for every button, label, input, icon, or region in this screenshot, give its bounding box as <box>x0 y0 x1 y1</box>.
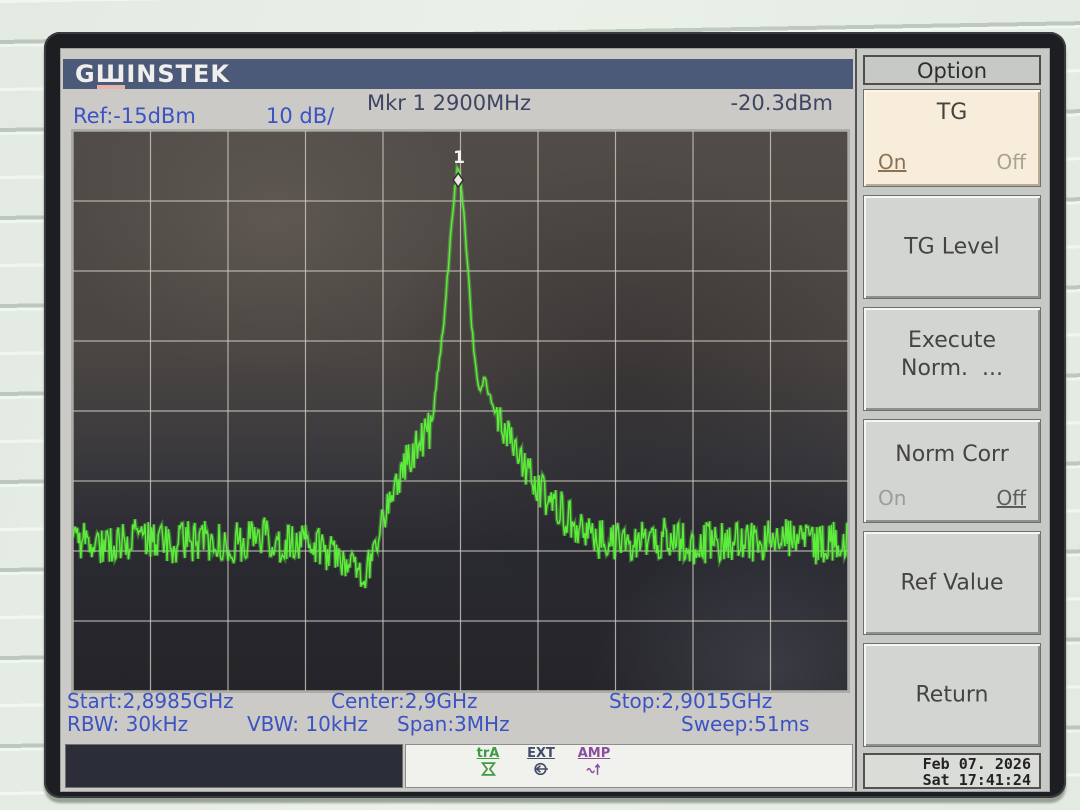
analyzer-screen: GШINSTEK Mkr 1 2900MHz -20.3dBm Ref:-15d… <box>60 48 1050 792</box>
amplifier-indicator: AMP <box>574 746 614 776</box>
logo-letters-instek: INSTEK <box>126 60 231 88</box>
datetime-display: Feb 07. 2026 Sat 17:41:24 <box>863 753 1041 789</box>
status-indicator-bar: trA EXT AMP <box>405 744 853 788</box>
marker-readout: Mkr 1 2900MHz -20.3dBm <box>367 91 833 115</box>
tg-on-option[interactable]: On <box>878 150 907 174</box>
trace-a-indicator: trA <box>468 746 508 776</box>
softkey-ref-value[interactable]: Ref Value <box>863 531 1041 635</box>
rbw-value: RBW: 30kHz <box>67 712 189 736</box>
trace-a-label: trA <box>476 746 500 761</box>
amp-label: AMP <box>577 746 611 761</box>
tg-label: TG <box>936 100 968 125</box>
stop-frequency: Stop:2,9015GHz <box>609 689 773 713</box>
scale-per-div: 10 dB/ <box>266 104 335 128</box>
reference-readout: Ref:-15dBm 10 dB/ <box>73 104 473 128</box>
norm-corr-on-option[interactable]: On <box>878 486 907 510</box>
header-bar: GШINSTEK <box>63 59 853 89</box>
date-text: Feb 07. 2026 <box>922 755 1031 773</box>
span-value: Span:3MHz <box>397 712 510 736</box>
softkey-tg-level[interactable]: TG Level <box>863 195 1041 299</box>
spectrum-display: 1 <box>71 129 850 693</box>
ext-label: EXT <box>527 746 555 761</box>
softkey-menu: Option TG On Off TG Level Execute Norm. … <box>855 49 1049 791</box>
indicator-group: trA EXT AMP <box>468 746 614 776</box>
marker-1-diamond <box>452 171 465 189</box>
hourglass-icon <box>480 762 496 776</box>
start-frequency: Start:2,8985GHz <box>67 689 234 713</box>
vbw-value: VBW: 10kHz <box>247 712 368 736</box>
marker-level: -20.3dBm <box>730 91 833 115</box>
message-area <box>65 744 403 788</box>
time-text: Sat 17:41:24 <box>922 771 1031 789</box>
spectrum-plot-svg: 1 <box>73 131 848 691</box>
ext-trigger-icon <box>534 762 548 776</box>
return-label: Return <box>915 682 989 708</box>
execute-label-line1: Execute <box>908 328 996 353</box>
marker-1-number: 1 <box>453 148 465 168</box>
tg-off-option[interactable]: Off <box>996 150 1026 174</box>
softkey-tg[interactable]: TG On Off <box>863 89 1041 187</box>
norm-corr-off-option[interactable]: Off <box>996 486 1026 510</box>
softkey-norm-corr[interactable]: Norm Corr On Off <box>863 419 1041 523</box>
logo-letter-g: G <box>75 60 96 88</box>
execute-label-line2: Norm. ... <box>901 356 1003 381</box>
tg-level-label: TG Level <box>904 234 1000 260</box>
ref-level: Ref:-15dBm <box>73 104 196 128</box>
amp-wave-icon <box>586 763 601 775</box>
softkey-return[interactable]: Return <box>863 643 1041 747</box>
gwinstek-logo: GШINSTEK <box>75 60 231 89</box>
softkey-execute-norm[interactable]: Execute Norm. ... <box>863 307 1041 411</box>
logo-letter-w: Ш <box>95 60 127 89</box>
norm-corr-label: Norm Corr <box>895 442 1009 467</box>
marker-frequency: Mkr 1 2900MHz <box>367 91 532 115</box>
sweep-value: Sweep:51ms <box>681 712 810 736</box>
external-trigger-indicator: EXT <box>521 746 561 776</box>
center-frequency: Center:2,9GHz <box>331 689 478 713</box>
ref-value-label: Ref Value <box>900 570 1004 596</box>
menu-title: Option <box>863 55 1041 85</box>
